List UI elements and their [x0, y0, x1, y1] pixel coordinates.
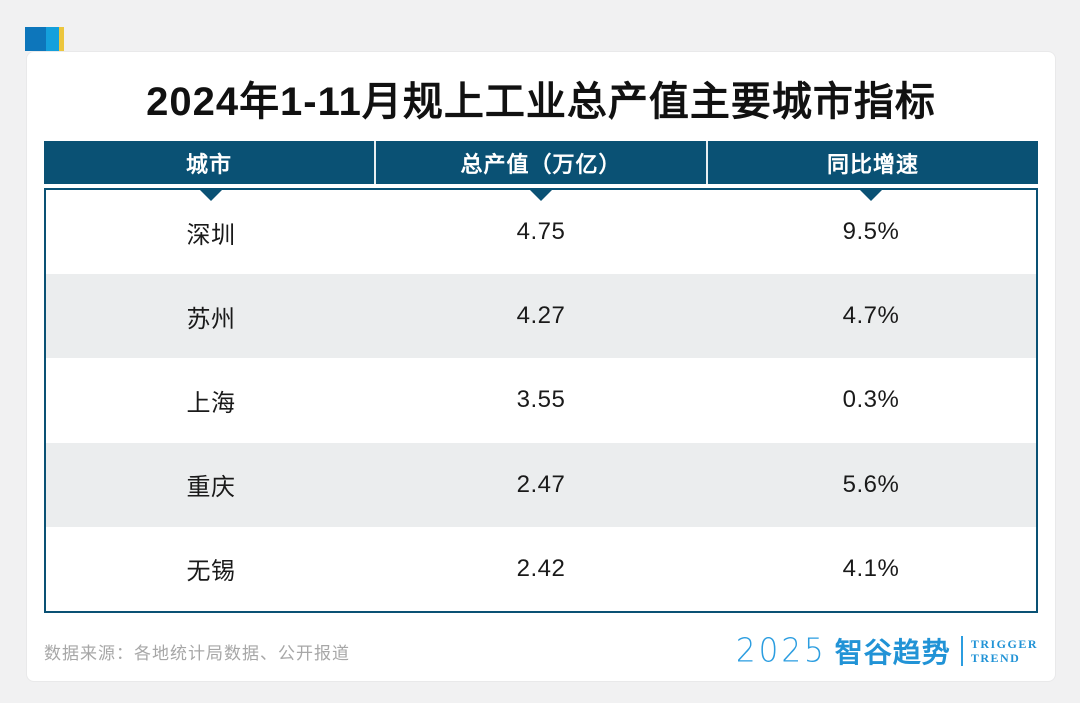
logo-tagline: TRIGGER TREND	[971, 637, 1038, 666]
pointer-triangle-icon	[859, 190, 882, 201]
cell-value: 2.42	[516, 554, 566, 582]
logo-year: 2025	[735, 632, 827, 670]
cell-growth: 9.5%	[842, 218, 900, 246]
cell-growth: 0.3%	[842, 386, 900, 414]
logo-tagline-line1: TRIGGER	[970, 636, 1038, 651]
cell-growth: 5.6%	[842, 470, 900, 498]
cell-city: 深圳	[186, 221, 236, 249]
cell-city: 无锡	[186, 558, 236, 586]
table-row: 重庆 2.47 5.6%	[46, 442, 1036, 527]
cell-city: 上海	[186, 389, 236, 417]
cell-city: 重庆	[186, 474, 236, 502]
page-title: 2024年1-11月规上工业总产值主要城市指标	[146, 80, 936, 124]
cell-value: 2.47	[516, 470, 566, 498]
cell-city: 苏州	[186, 305, 236, 333]
table-row: 深圳 4.75 9.5%	[46, 190, 1036, 274]
logo-tagline-line2: TREND	[970, 651, 1021, 665]
cell-value: 3.55	[516, 386, 566, 414]
corner-flag-decoration	[25, 27, 64, 51]
table-row: 无锡 2.42 4.1%	[46, 527, 1036, 611]
header-city: 城市	[185, 151, 232, 177]
brand-logo: 2025 智谷趋势 TRIGGER TREND	[736, 631, 1038, 671]
card-footer: 数据来源：各地统计局数据、公开报道 2025 智谷趋势 TRIGGER TREN…	[44, 627, 1038, 675]
logo-divider	[960, 636, 963, 666]
flag-dark-blue-block	[25, 27, 46, 51]
table-header-row: 城市 总产值（万亿） 同比增速	[44, 141, 1038, 184]
cell-value: 4.75	[516, 218, 566, 246]
table-body: 深圳 4.75 9.5% 苏州 4.27 4.7% 上海 3.55 0.3% 重…	[44, 188, 1038, 613]
infographic-card: 2024年1-11月规上工业总产值主要城市指标 城市 总产值（万亿） 同比增速 …	[26, 51, 1056, 682]
header-yoy-growth: 同比增速	[706, 141, 1038, 184]
table-row: 上海 3.55 0.3%	[46, 358, 1036, 442]
pointer-triangle-icon	[200, 190, 222, 201]
table-row: 苏州 4.27 4.7%	[46, 274, 1036, 359]
logo-brand-name: 智谷趋势	[834, 637, 951, 668]
header-total-output: 总产值（万亿）	[374, 141, 706, 184]
data-source-note: 数据来源：各地统计局数据、公开报道	[44, 643, 350, 663]
flag-yellow-stripe	[59, 27, 64, 51]
pointer-triangle-icon	[530, 190, 552, 201]
cell-value: 4.27	[516, 302, 566, 330]
flag-light-blue-block	[46, 27, 59, 51]
cell-growth: 4.7%	[842, 302, 900, 330]
cell-growth: 4.1%	[842, 554, 900, 582]
